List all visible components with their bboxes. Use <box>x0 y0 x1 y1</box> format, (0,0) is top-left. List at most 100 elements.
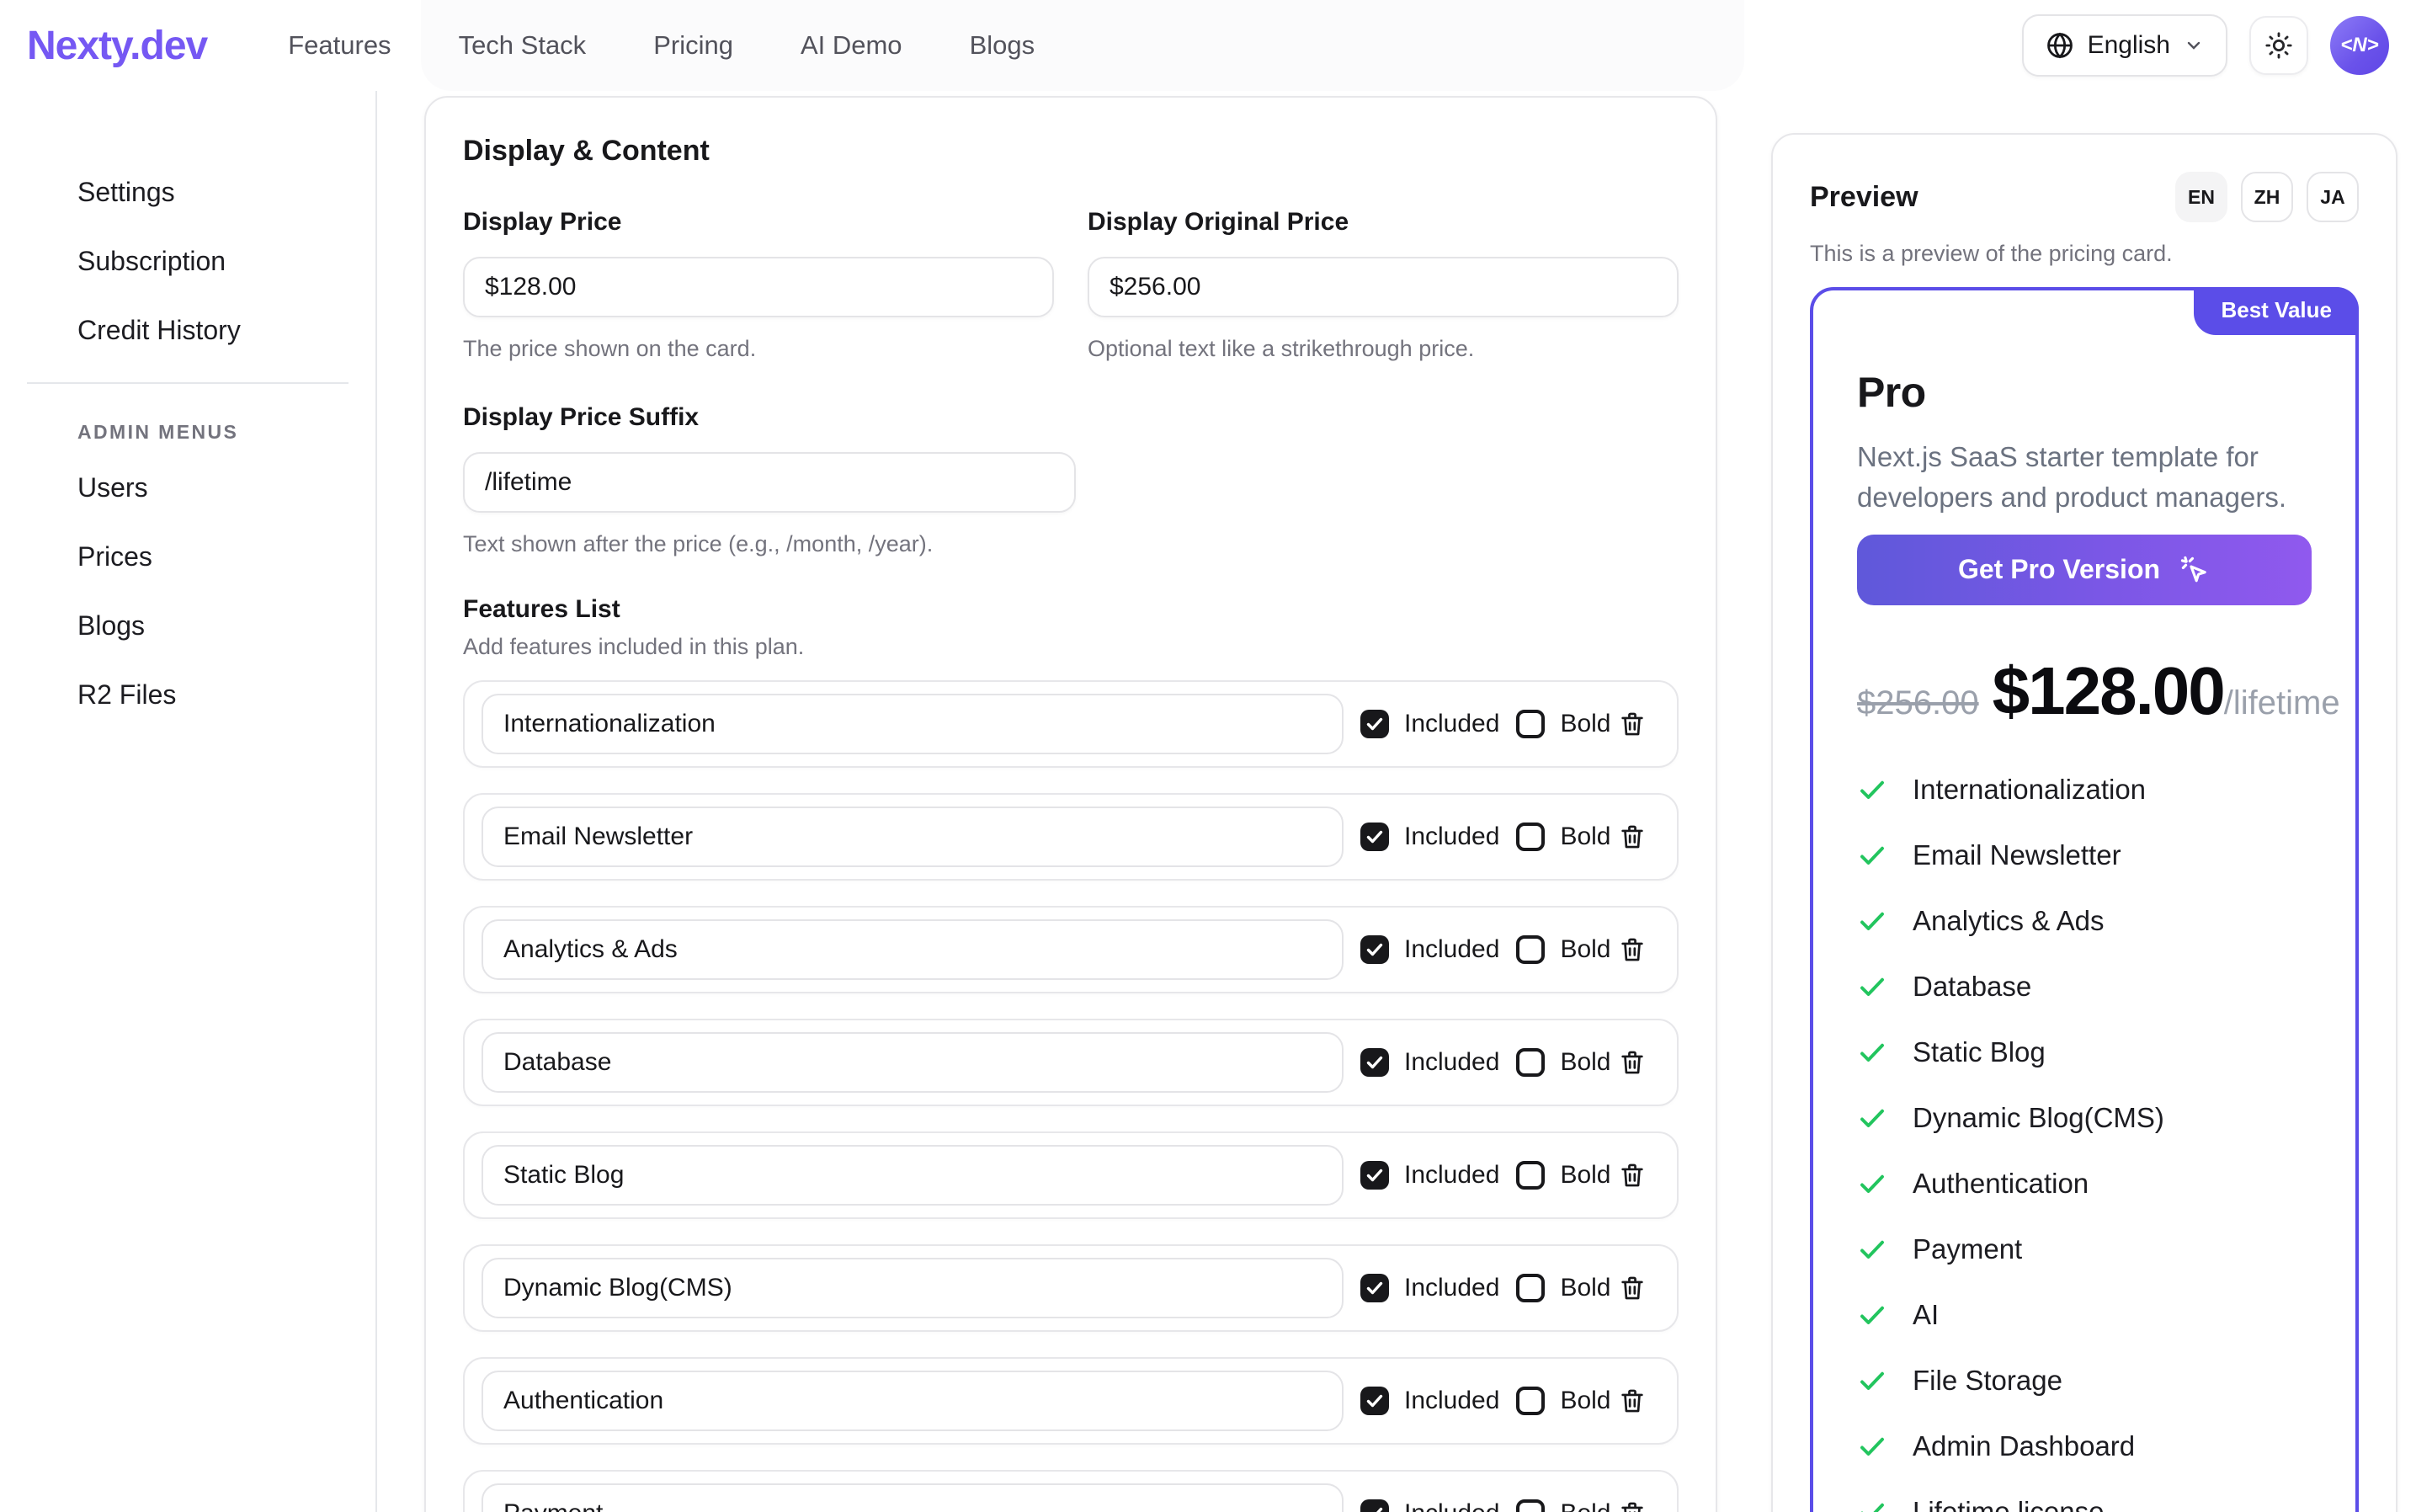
nav-link-ai-demo[interactable]: AI Demo <box>800 30 902 60</box>
feature-name-input[interactable] <box>482 807 1344 867</box>
included-toggle[interactable]: Included <box>1360 1161 1499 1190</box>
feature-row: Included Bold <box>463 1244 1679 1332</box>
bold-toggle[interactable]: Bold <box>1516 710 1610 738</box>
included-label: Included <box>1404 1048 1500 1076</box>
bold-checkbox[interactable] <box>1516 935 1546 964</box>
feature-name-input[interactable] <box>482 919 1344 980</box>
included-checkbox[interactable] <box>1360 1274 1389 1302</box>
navbar-background <box>421 0 1744 91</box>
display-price-suffix-input[interactable] <box>463 452 1076 513</box>
sidebar-item-r2-files[interactable]: R2 Files <box>77 679 177 710</box>
bold-checkbox[interactable] <box>1516 1161 1546 1190</box>
delete-feature-button[interactable] <box>1618 1160 1647 1190</box>
bold-toggle[interactable]: Bold <box>1516 1161 1610 1190</box>
price-row: $256.00 $128.00 /lifetime <box>1857 652 2340 730</box>
bold-checkbox[interactable] <box>1516 1048 1546 1077</box>
delete-feature-button[interactable] <box>1618 709 1647 739</box>
delete-feature-button[interactable] <box>1618 1047 1647 1078</box>
sidebar-item-subscription[interactable]: Subscription <box>77 246 226 276</box>
display-original-price-input[interactable] <box>1088 257 1679 317</box>
preview-feature-item: Analytics & Ads <box>1857 905 2312 937</box>
sidebar-divider <box>27 382 349 384</box>
feature-name-input[interactable] <box>482 1032 1344 1093</box>
nav-link-tech-stack[interactable]: Tech Stack <box>458 30 587 60</box>
included-checkbox[interactable] <box>1360 1161 1389 1190</box>
preview-lang-button-en[interactable]: EN <box>2175 172 2227 222</box>
trash-icon <box>1621 938 1643 961</box>
bold-checkbox[interactable] <box>1516 823 1546 851</box>
avatar[interactable]: <N> <box>2330 16 2389 75</box>
feature-name-input[interactable] <box>482 1371 1344 1431</box>
included-toggle[interactable]: Included <box>1360 1274 1499 1302</box>
delete-feature-button[interactable] <box>1618 1273 1647 1303</box>
check-icon <box>1857 1169 1887 1199</box>
included-label: Included <box>1404 1274 1500 1302</box>
theme-toggle-button[interactable] <box>2249 16 2308 75</box>
nav-link-features[interactable]: Features <box>288 30 391 60</box>
sidebar: Settings Subscription Credit History ADMIN… <box>0 91 377 1512</box>
bold-checkbox[interactable] <box>1516 1387 1546 1415</box>
included-toggle[interactable]: Included <box>1360 710 1499 738</box>
delete-feature-button[interactable] <box>1618 1386 1647 1416</box>
included-toggle[interactable]: Included <box>1360 1387 1499 1415</box>
display-price-field: Display Price The price shown on the car… <box>463 208 1054 363</box>
preview-feature-label: Lifetime license <box>1913 1495 2105 1512</box>
bold-checkbox[interactable] <box>1516 710 1546 738</box>
delete-feature-button[interactable] <box>1618 1499 1647 1512</box>
included-checkbox[interactable] <box>1360 1048 1389 1077</box>
feature-name-input[interactable] <box>482 694 1344 754</box>
get-pro-label: Get Pro Version <box>1957 554 2161 585</box>
included-label: Included <box>1404 935 1500 963</box>
feature-name-input[interactable] <box>482 1483 1344 1512</box>
included-checkbox[interactable] <box>1360 823 1389 851</box>
feature-name-input[interactable] <box>482 1145 1344 1206</box>
included-toggle[interactable]: Included <box>1360 1499 1499 1512</box>
get-pro-button[interactable]: Get Pro Version <box>1857 534 2312 605</box>
plan-name: Pro <box>1857 369 1926 416</box>
language-selector-button[interactable]: English <box>2021 14 2227 77</box>
bold-toggle[interactable]: Bold <box>1516 1274 1610 1302</box>
sidebar-item-blogs[interactable]: Blogs <box>77 610 146 641</box>
check-icon <box>1857 1234 1887 1264</box>
included-toggle[interactable]: Included <box>1360 1048 1499 1077</box>
preview-lang-button-zh[interactable]: ZH <box>2241 172 2293 222</box>
sidebar-item-credit-history[interactable]: Credit History <box>77 315 241 345</box>
feature-row: Included Bold <box>463 680 1679 768</box>
preview-feature-item: Admin Dashboard <box>1857 1430 2312 1462</box>
price-suffix: /lifetime <box>2223 684 2340 721</box>
trash-icon <box>1621 1502 1643 1512</box>
bold-toggle[interactable]: Bold <box>1516 1499 1610 1512</box>
delete-feature-button[interactable] <box>1618 822 1647 852</box>
sidebar-item-prices[interactable]: Prices <box>77 541 152 572</box>
bold-checkbox[interactable] <box>1516 1274 1546 1302</box>
preview-feature-item: AI <box>1857 1299 2312 1331</box>
check-icon <box>1857 775 1887 805</box>
sidebar-item-users[interactable]: Users <box>77 472 148 503</box>
included-toggle[interactable]: Included <box>1360 823 1499 851</box>
nav-link-pricing[interactable]: Pricing <box>653 30 733 60</box>
bold-toggle[interactable]: Bold <box>1516 1048 1610 1077</box>
feature-name-input[interactable] <box>482 1258 1344 1318</box>
display-price-suffix-field: Display Price Suffix Text shown after th… <box>463 403 1076 558</box>
preview-lang-button-ja[interactable]: JA <box>2307 172 2359 222</box>
bold-checkbox[interactable] <box>1516 1499 1546 1512</box>
sidebar-item-settings[interactable]: Settings <box>77 177 175 207</box>
included-checkbox[interactable] <box>1360 1387 1389 1415</box>
included-checkbox[interactable] <box>1360 710 1389 738</box>
display-price-label: Display Price <box>463 208 622 236</box>
included-checkbox[interactable] <box>1360 935 1389 964</box>
preview-feature-label: Database <box>1913 970 2032 1002</box>
display-original-price-help: Optional text like a strikethrough price… <box>1088 336 1475 361</box>
included-toggle[interactable]: Included <box>1360 935 1499 964</box>
bold-toggle[interactable]: Bold <box>1516 823 1610 851</box>
bold-toggle[interactable]: Bold <box>1516 935 1610 964</box>
bold-label: Bold <box>1560 1387 1611 1414</box>
pricing-card-preview: Best Value Pro Next.js SaaS starter temp… <box>1810 287 2359 1512</box>
brand-logo[interactable]: Nexty.dev <box>27 23 208 68</box>
bold-toggle[interactable]: Bold <box>1516 1387 1610 1415</box>
display-price-input[interactable] <box>463 257 1054 317</box>
included-checkbox[interactable] <box>1360 1499 1389 1512</box>
nav-link-blogs[interactable]: Blogs <box>969 30 1035 60</box>
delete-feature-button[interactable] <box>1618 934 1647 965</box>
